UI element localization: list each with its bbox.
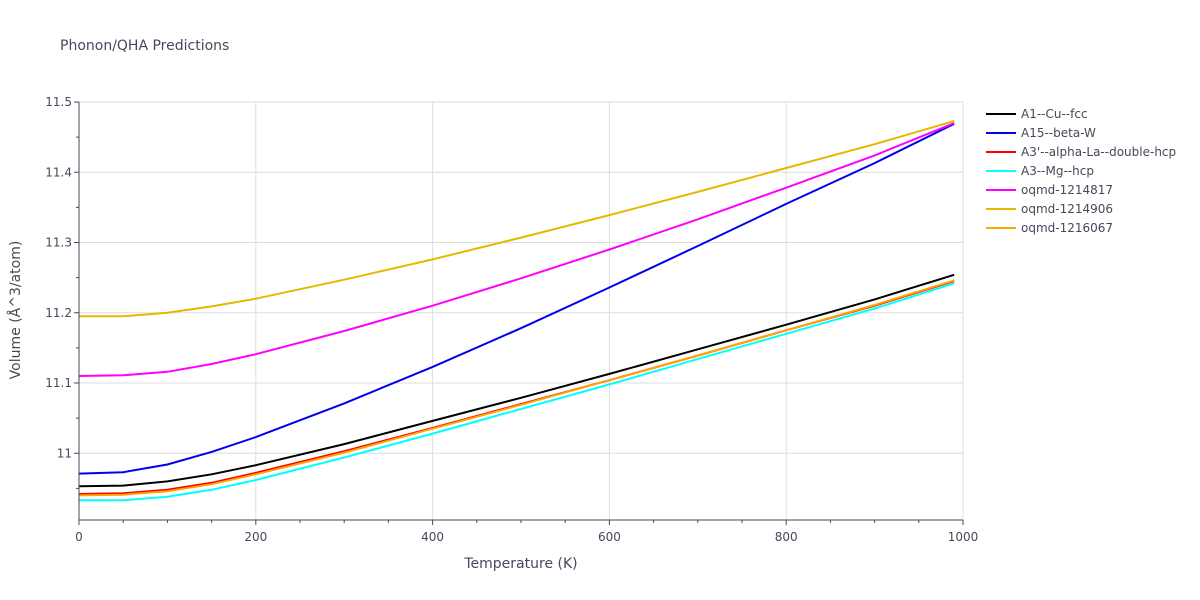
x-tick-label: 800 — [775, 530, 798, 544]
x-tick-label: 600 — [598, 530, 621, 544]
chart-title: Phonon/QHA Predictions — [60, 38, 229, 54]
legend-label: A1--Cu--fcc — [1021, 107, 1088, 121]
legend-label: A3'--alpha-La--double-hcp — [1021, 145, 1176, 159]
legend-label: oqmd-1216067 — [1021, 221, 1113, 235]
legend-label: oqmd-1214817 — [1021, 183, 1113, 197]
y-axis-label: Volume (Å^3/atom) — [7, 241, 24, 380]
legend-label: A15--beta-W — [1021, 126, 1096, 140]
x-axis-label: Temperature (K) — [463, 556, 577, 572]
y-tick-label: 11.2 — [45, 306, 72, 320]
y-tick-label: 11 — [57, 446, 72, 460]
y-tick-label: 11.4 — [45, 165, 72, 179]
axes — [78, 102, 963, 521]
y-tick-label: 11.1 — [45, 376, 72, 390]
legend-item[interactable]: A3'--alpha-La--double-hcp — [986, 145, 1176, 159]
y-axis-ticks: 11 11.1 11.2 11.3 11.4 11.5 — [45, 95, 79, 489]
x-tick-label: 0 — [75, 530, 83, 544]
legend-item[interactable]: oqmd-1216067 — [986, 221, 1113, 235]
series-line-oqmd-1214817 — [78, 122, 955, 377]
series-line-oqmd-1216067 — [78, 279, 955, 497]
grid — [79, 101, 964, 520]
y-tick-label: 11.3 — [45, 236, 72, 250]
legend-item[interactable]: oqmd-1214817 — [986, 183, 1113, 197]
x-tick-label: 1000 — [948, 530, 979, 544]
plot-area — [78, 120, 955, 502]
legend[interactable]: A1--Cu--fcc A15--beta-W A3'--alpha-La--dou… — [986, 107, 1176, 235]
x-tick-label: 400 — [421, 530, 444, 544]
y-tick-label: 11.5 — [45, 95, 72, 109]
series-line-A3--Mg--hcp — [79, 282, 955, 502]
x-tick-label: 200 — [244, 530, 267, 544]
legend-item[interactable]: A3--Mg--hcp — [986, 164, 1094, 178]
series-line-A15--beta-W — [78, 122, 955, 475]
legend-item[interactable]: A1--Cu--fcc — [986, 107, 1088, 121]
series-line-oqmd-1214906 — [79, 120, 955, 318]
x-axis-ticks: 0 200 400 600 800 1000 — [75, 520, 978, 544]
legend-label: A3--Mg--hcp — [1021, 164, 1094, 178]
legend-item[interactable]: A15--beta-W — [986, 126, 1096, 140]
legend-label: oqmd-1214906 — [1021, 202, 1113, 216]
legend-item[interactable]: oqmd-1214906 — [986, 202, 1113, 216]
series-line-A1--Cu--fcc — [78, 273, 955, 488]
